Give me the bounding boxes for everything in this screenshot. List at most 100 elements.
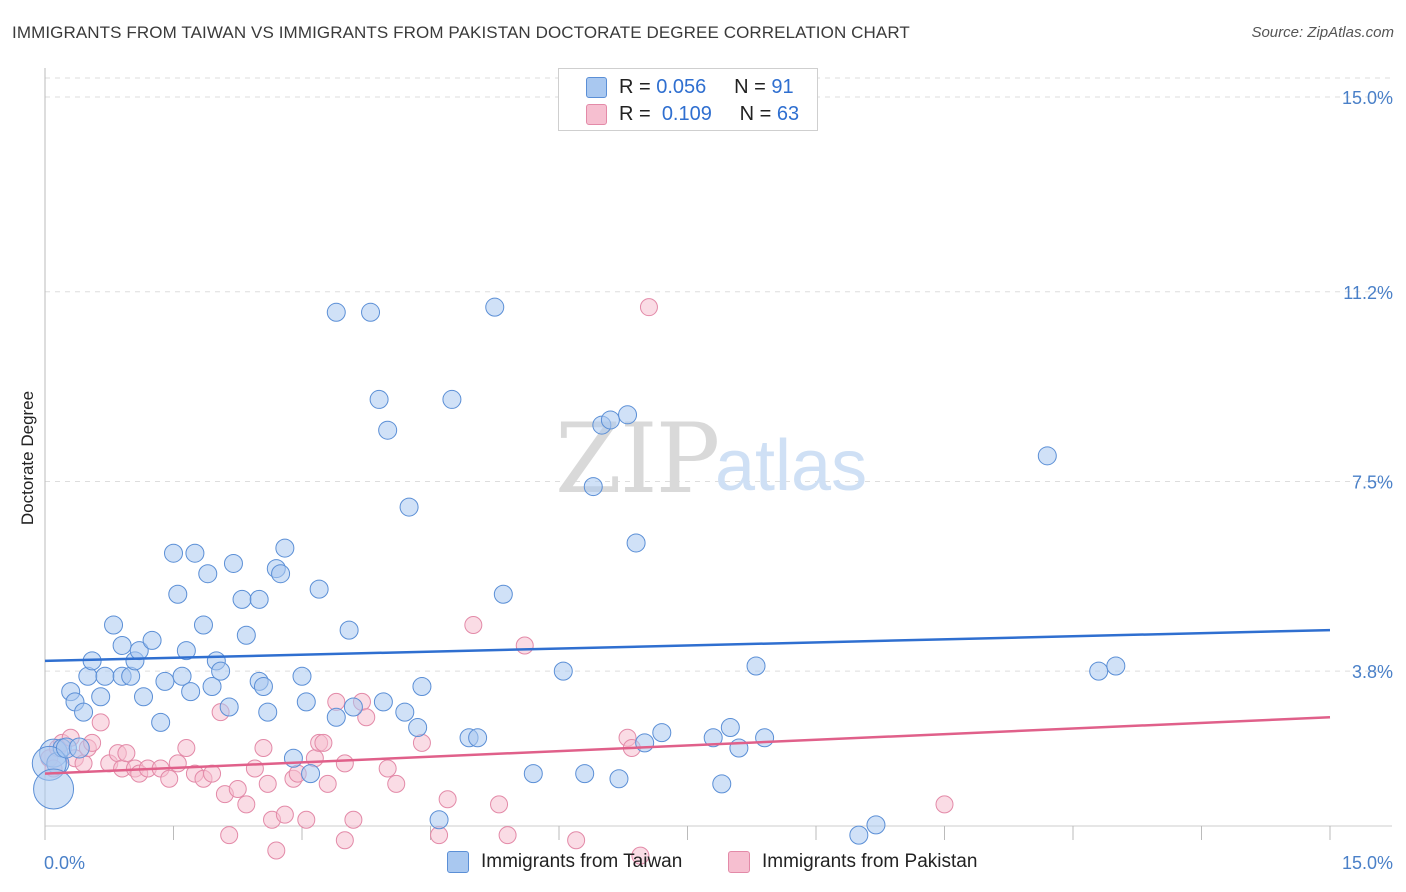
pakistan-point-62 [335, 831, 354, 850]
taiwan-r-label: R = [619, 75, 651, 98]
pakistan-point-44 [344, 810, 363, 829]
taiwan-point-20 [164, 543, 183, 563]
taiwan-point-57 [429, 810, 449, 830]
taiwan-point-43 [292, 666, 312, 686]
taiwan-point-18 [151, 712, 171, 732]
taiwan-r-value: 0.056 [656, 75, 707, 98]
pakistan-point-55 [515, 636, 534, 655]
pakistan-point-9 [91, 713, 110, 732]
bottom-taiwan-label: Immigrants from Taiwan [481, 851, 683, 872]
taiwan-point-70 [626, 533, 646, 553]
taiwan-point-33 [232, 589, 252, 609]
taiwan-point-31 [219, 697, 239, 717]
pakistan-point-47 [378, 759, 397, 778]
taiwan-point-5 [74, 702, 94, 722]
pakistan-point-53 [490, 795, 509, 814]
pakistan-point-38 [305, 749, 324, 768]
taiwan-point-23 [176, 641, 196, 661]
x-tick-labels: 0.0% 15.0% [44, 853, 1393, 873]
taiwan-point-60 [485, 297, 505, 317]
taiwan-point-65 [583, 477, 603, 497]
pakistan-point-40 [314, 733, 333, 752]
taiwan-point-69 [618, 405, 638, 425]
pakistan-point-26 [220, 826, 239, 845]
pakistan-point-20 [177, 739, 196, 758]
bottom-pakistan-label: Immigrants from Pakistan [762, 851, 978, 872]
pakistan-r-value: 0.109 [661, 102, 712, 125]
taiwan-point-82 [1089, 661, 1109, 681]
pakistan-n-value: 63 [776, 102, 800, 125]
y-tick-label-1: 7.5% [1352, 472, 1393, 492]
pakistan-n-label: N = [739, 102, 772, 125]
pakistan-point-30 [254, 739, 273, 758]
pakistan-point-28 [237, 795, 256, 814]
y-tick-label-2: 11.2% [1343, 283, 1393, 303]
taiwan-point-88 [468, 728, 488, 748]
taiwan-point-40 [271, 564, 291, 584]
pakistan-r-label: R = [619, 102, 651, 125]
bottom-taiwan-swatch [447, 851, 469, 873]
taiwan-point-49 [339, 620, 359, 640]
taiwan-point-10 [104, 615, 124, 635]
taiwan-point-19 [155, 671, 175, 691]
taiwan-n-label: N = [734, 75, 766, 98]
watermark-zip: ZIP [555, 403, 718, 515]
taiwan-swatch [586, 76, 607, 98]
pakistan-point-48 [387, 774, 406, 793]
x-tick-label-max: 15.0% [1342, 853, 1393, 873]
taiwan-point-90 [378, 420, 398, 440]
correlation-legend: R = 0.056 N = 91 R = 0.109 N = 63 [558, 68, 818, 131]
taiwan-point-44 [296, 692, 316, 712]
taiwan-point-79 [849, 825, 869, 845]
taiwan-point-48 [326, 302, 346, 322]
taiwan-point-83 [1106, 656, 1126, 676]
taiwan-point-46 [309, 579, 329, 599]
taiwan-point-8 [91, 687, 111, 707]
source-label: Source: ZipAtlas.com [1251, 24, 1394, 41]
y-tick-label-3: 15.0% [1342, 88, 1393, 108]
taiwan-point-28 [202, 676, 222, 696]
taiwan-point-35 [249, 589, 269, 609]
pakistan-point-13 [117, 744, 136, 763]
taiwan-point-51 [361, 302, 381, 322]
taiwan-point-55 [408, 717, 428, 737]
pakistan-point-54 [498, 826, 517, 845]
pakistan-point-41 [318, 774, 337, 793]
taiwan-point-24 [181, 682, 201, 702]
pakistan-trend-line [44, 715, 1331, 775]
taiwan-point-73 [703, 728, 723, 748]
pakistan-point-51 [438, 790, 457, 809]
taiwan-point-11 [112, 635, 132, 655]
pakistan-point-37 [297, 810, 316, 829]
taiwan-point-9 [95, 666, 115, 686]
pakistan-point-18 [160, 769, 179, 788]
bottom-pakistan-swatch [728, 851, 750, 873]
pakistan-point-46 [357, 708, 376, 727]
pakistan-swatch [586, 103, 607, 125]
taiwan-point-78 [755, 728, 775, 748]
pakistan-point-33 [267, 841, 286, 860]
trend-lines [44, 628, 1331, 775]
taiwan-point-64 [575, 764, 595, 784]
taiwan-point-42 [283, 748, 303, 768]
taiwan-point-47 [326, 707, 346, 727]
y-tick-labels: 3.8% 7.5% 11.2% 15.0% [1342, 88, 1393, 682]
taiwan-point-68 [609, 769, 629, 789]
taiwan-point-85 [33, 768, 75, 810]
taiwan-point-27 [198, 564, 218, 584]
pakistan-points [40, 298, 954, 865]
taiwan-point-62 [523, 764, 543, 784]
taiwan-point-30 [211, 661, 231, 681]
x-tick-label-min: 0.0% [44, 853, 85, 873]
taiwan-point-71 [635, 733, 655, 753]
chart-title: IMMIGRANTS FROM TAIWAN VS IMMIGRANTS FRO… [12, 23, 910, 42]
taiwan-point-41 [275, 538, 295, 558]
taiwan-point-81 [1037, 446, 1057, 466]
pakistan-point-31 [258, 774, 277, 793]
taiwan-point-25 [185, 543, 205, 563]
pakistan-point-56 [567, 831, 586, 850]
taiwan-point-32 [223, 553, 243, 573]
pakistan-point-34 [275, 805, 294, 824]
taiwan-point-17 [142, 630, 162, 650]
